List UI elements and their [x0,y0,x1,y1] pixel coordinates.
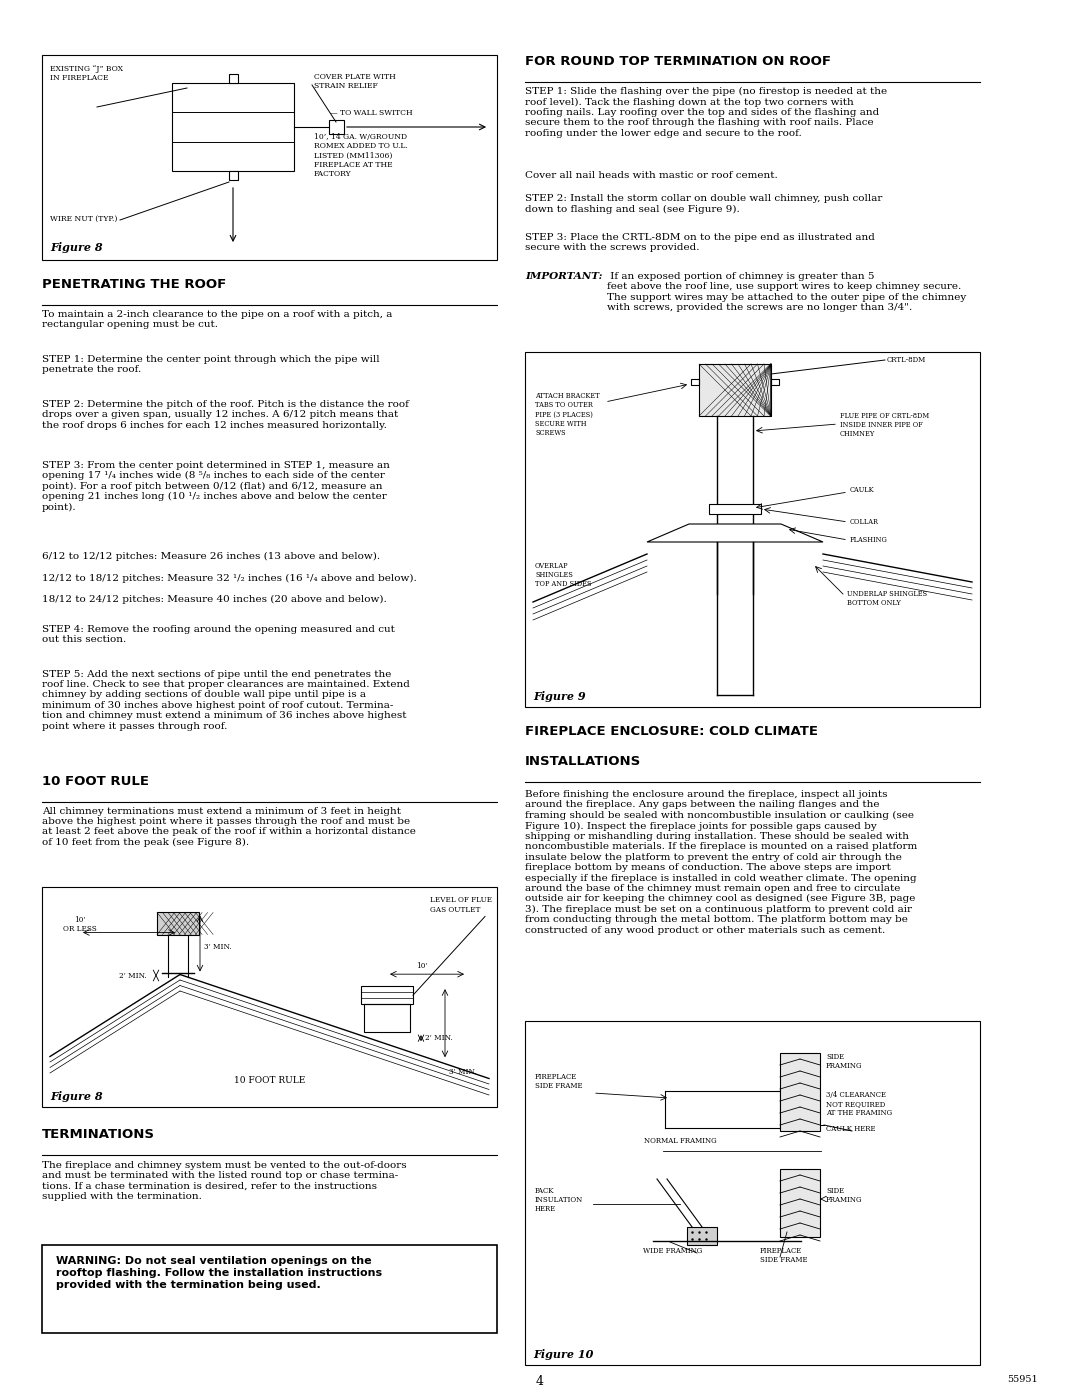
Text: 2’ MIN.: 2’ MIN. [119,971,147,979]
Text: FOR ROUND TOP TERMINATION ON ROOF: FOR ROUND TOP TERMINATION ON ROOF [525,54,831,68]
Text: Before finishing the enclosure around the fireplace, inspect all joints
around t: Before finishing the enclosure around th… [525,789,917,935]
Text: If an exposed portion of chimney is greater than 5
feet above the roof line, use: If an exposed portion of chimney is grea… [607,272,967,312]
Bar [364,1004,410,1032]
Text: Figure 8: Figure 8 [50,242,103,253]
Text: 6/12 to 12/12 pitches: Measure 26 inches (13 above and below).: 6/12 to 12/12 pitches: Measure 26 inches… [42,552,380,562]
Text: INSTALLATIONS: INSTALLATIONS [525,754,642,768]
Text: FLASHING: FLASHING [850,536,888,543]
Text: PACK
INSULATION
HERE: PACK INSULATION HERE [535,1187,583,1214]
Bar [699,365,771,416]
Text: 4: 4 [536,1375,544,1389]
Text: The fireplace and chimney system must be vented to the out-of-doors
and must be : The fireplace and chimney system must be… [42,1161,407,1200]
Text: FLUE PIPE OF CRTL-8DM
INSIDE INNER PIPE OF
CHIMNEY: FLUE PIPE OF CRTL-8DM INSIDE INNER PIPE … [840,412,929,439]
Text: All chimney terminations must extend a minimum of 3 feet in height
above the hig: All chimney terminations must extend a m… [42,806,416,847]
Text: CRTL-8DM: CRTL-8DM [887,356,927,365]
Bar [229,170,238,180]
Text: SIDE
FRAMING: SIDE FRAMING [826,1187,863,1204]
Bar [771,379,779,386]
Text: WARNING: Do not seal ventilation openings on the
rooftop flashing. Follow the in: WARNING: Do not seal ventilation opening… [56,1256,382,1289]
Text: 3/4 CLEARANCE
NOT REQUIRED
AT THE FRAMING: 3/4 CLEARANCE NOT REQUIRED AT THE FRAMIN… [826,1091,892,1118]
Bar [157,912,199,935]
Text: 10’
OR LESS: 10’ OR LESS [63,915,97,933]
Text: PENETRATING THE ROOF: PENETRATING THE ROOF [42,278,226,291]
Text: COVER PLATE WITH
STRAIN RELIEF: COVER PLATE WITH STRAIN RELIEF [314,73,395,91]
Text: EXISTING “J” BOX
IN FIREPLACE: EXISTING “J” BOX IN FIREPLACE [50,66,123,82]
Bar [525,1021,980,1365]
Bar [780,1169,820,1236]
Text: To maintain a 2-inch clearance to the pipe on a roof with a pitch, a
rectangular: To maintain a 2-inch clearance to the pi… [42,310,392,330]
Text: — TO WALL SWITCH: — TO WALL SWITCH [330,109,413,117]
Text: CAULK: CAULK [850,486,875,495]
Bar [691,379,699,386]
Text: OVERLAP
SHINGLES
TOP AND SIDES: OVERLAP SHINGLES TOP AND SIDES [535,562,592,588]
Bar [780,1053,820,1132]
Text: 10’, 14 GA. W/GROUND
ROMEX ADDED TO U.L.
LISTED (MM11306)
FIREPLACE AT THE
FACTO: 10’, 14 GA. W/GROUND ROMEX ADDED TO U.L.… [314,133,408,177]
Text: STEP 3: From the center point determined in STEP 1, measure an
opening 17 ¹/₄ in: STEP 3: From the center point determined… [42,461,390,511]
Text: 2’ MIN.: 2’ MIN. [426,1034,453,1042]
Text: UNDERLAP SHINGLES
BOTTOM ONLY: UNDERLAP SHINGLES BOTTOM ONLY [847,590,927,608]
Text: Figure 10: Figure 10 [534,1350,593,1361]
Text: 10 FOOT RULE: 10 FOOT RULE [42,774,149,788]
Text: ATTACH BRACKET
TABS TO OUTER
PIPE (3 PLACES)
SECURE WITH
SCREWS: ATTACH BRACKET TABS TO OUTER PIPE (3 PLA… [535,393,599,437]
Text: 18/12 to 24/12 pitches: Measure 40 inches (20 above and below).: 18/12 to 24/12 pitches: Measure 40 inche… [42,595,387,604]
Text: FIREPLACE
SIDE FRAME: FIREPLACE SIDE FRAME [760,1248,808,1264]
Text: CAULK HERE: CAULK HERE [826,1125,876,1133]
Text: 3’ MIN.: 3’ MIN. [449,1069,476,1076]
Polygon shape [647,524,823,542]
Text: STEP 4: Remove the roofing around the opening measured and cut
out this section.: STEP 4: Remove the roofing around the op… [42,624,395,644]
Text: WIDE FRAMING: WIDE FRAMING [643,1248,702,1255]
Text: STEP 1: Slide the flashing over the pipe (no firestop is needed at the
roof leve: STEP 1: Slide the flashing over the pipe… [525,87,887,138]
Text: TERMINATIONS: TERMINATIONS [42,1129,156,1141]
Text: 3’ MIN.: 3’ MIN. [204,943,231,951]
Bar [172,82,294,170]
Text: 12/12 to 18/12 pitches: Measure 32 ¹/₂ inches (16 ¹/₄ above and below).: 12/12 to 18/12 pitches: Measure 32 ¹/₂ i… [42,574,417,583]
Bar [42,1245,497,1333]
Bar [42,54,497,260]
Text: COLLAR: COLLAR [850,518,879,527]
Bar [687,1227,717,1245]
Text: FIREPLACE
SIDE FRAME: FIREPLACE SIDE FRAME [535,1073,582,1090]
Text: STEP 5: Add the next sections of pipe until the end penetrates the
roof line. Ch: STEP 5: Add the next sections of pipe un… [42,669,410,731]
Text: STEP 3: Place the CRTL-8DM on to the pipe end as illustrated and
secure with the: STEP 3: Place the CRTL-8DM on to the pip… [525,233,875,253]
Text: NORMAL FRAMING: NORMAL FRAMING [644,1137,716,1146]
Text: WIRE NUT (TYP.): WIRE NUT (TYP.) [50,215,118,224]
Text: 10’: 10’ [416,963,428,970]
Text: Figure 8: Figure 8 [50,1091,103,1102]
Text: 55951: 55951 [1008,1375,1038,1384]
Text: LEVEL OF FLUE
GAS OUTLET: LEVEL OF FLUE GAS OUTLET [430,897,492,914]
Text: STEP 2: Determine the pitch of the roof. Pitch is the distance the roof
drops ov: STEP 2: Determine the pitch of the roof.… [42,400,409,430]
Text: Cover all nail heads with mastic or roof cement.: Cover all nail heads with mastic or roof… [525,170,778,179]
Text: FIREPLACE ENCLOSURE: COLD CLIMATE: FIREPLACE ENCLOSURE: COLD CLIMATE [525,725,818,738]
Bar [361,986,413,1004]
Text: IMPORTANT:: IMPORTANT: [525,272,603,281]
Bar [229,74,238,82]
Text: 10 FOOT RULE: 10 FOOT RULE [233,1077,306,1085]
Text: STEP 1: Determine the center point through which the pipe will
penetrate the roo: STEP 1: Determine the center point throu… [42,355,380,374]
Bar [708,504,761,514]
Bar [525,352,980,707]
Text: SIDE
FRAMING: SIDE FRAMING [826,1053,863,1070]
Bar [42,887,497,1106]
Text: STEP 2: Install the storm collar on double wall chimney, push collar
down to fla: STEP 2: Install the storm collar on doub… [525,194,882,214]
Bar [329,120,345,134]
Text: Figure 9: Figure 9 [534,692,585,703]
